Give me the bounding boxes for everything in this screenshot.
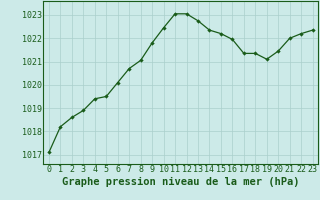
X-axis label: Graphe pression niveau de la mer (hPa): Graphe pression niveau de la mer (hPa) — [62, 177, 300, 187]
